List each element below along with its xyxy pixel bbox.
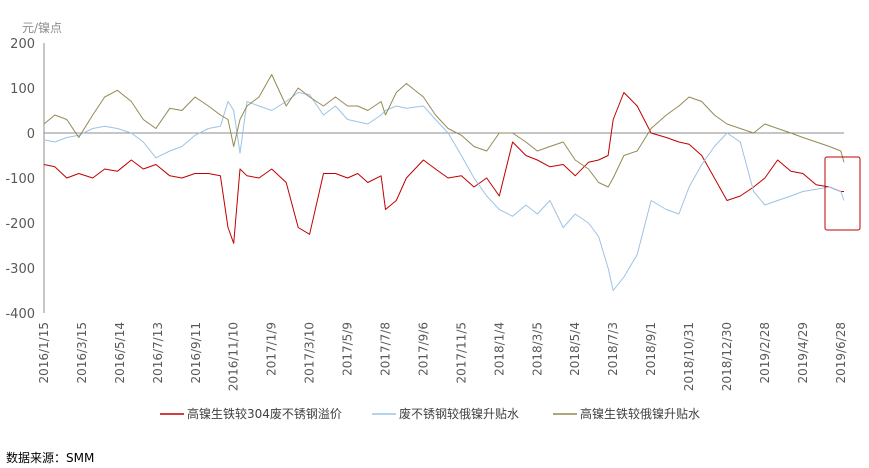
y-tick-label: -200 — [5, 217, 35, 232]
y-tick-label: 200 — [10, 37, 35, 52]
x-tick-label: 2018/1/4 — [492, 322, 506, 376]
y-tick-labels: 200 100 0 -100 -200 -300 -400 — [5, 37, 35, 322]
x-tick-label: 2018/12/30 — [720, 322, 734, 391]
x-tick-label: 2016/1/15 — [37, 322, 51, 384]
x-tick-label: 2017/7/8 — [379, 322, 393, 376]
x-tick-label: 2017/11/5 — [454, 322, 468, 384]
x-tick-label: 2018/9/1 — [644, 322, 658, 376]
y-tick-label: -100 — [5, 172, 35, 187]
series-line-1 — [43, 92, 845, 291]
x-tick-labels: 2016/1/15 2016/3/15 2016/5/14 2016/7/13 2016… — [37, 322, 848, 391]
y-tick-label: 0 — [27, 127, 35, 142]
x-tick-label: 2016/11/10 — [227, 322, 241, 391]
series-lines — [43, 74, 845, 291]
x-tick-label: 2016/9/11 — [189, 322, 203, 384]
y-axis-unit: 元/镍点 — [22, 21, 62, 35]
x-tick-label: 2016/3/15 — [75, 322, 89, 384]
x-tick-label: 2018/7/3 — [606, 322, 620, 376]
x-tick-label: 2016/5/14 — [113, 322, 127, 384]
legend: 高镍生铁较304废不锈钢溢价 废不锈钢较俄镍升贴水 高镍生铁较俄镍升贴水 — [160, 406, 700, 421]
y-tick-label: -400 — [5, 307, 35, 322]
x-tick-label: 2016/7/13 — [151, 322, 165, 384]
x-tick-label: 2019/6/28 — [834, 322, 848, 384]
x-tick-label: 2018/3/5 — [530, 322, 544, 376]
x-tick-label: 2017/9/6 — [416, 322, 430, 376]
x-tick-label: 2018/5/4 — [568, 322, 582, 376]
x-tick-label: 2017/1/9 — [265, 322, 279, 376]
y-tick-label: 100 — [10, 82, 35, 97]
x-tick-label: 2018/10/31 — [682, 322, 696, 391]
x-tick-label: 2019/2/28 — [758, 322, 772, 384]
legend-item: 废不锈钢较俄镍升贴水 — [372, 406, 519, 421]
x-tick-label: 2019/4/29 — [796, 322, 810, 384]
data-source-note: 数据来源：SMM — [6, 451, 95, 465]
legend-item: 高镍生铁较304废不锈钢溢价 — [160, 406, 342, 421]
legend-item: 高镍生铁较俄镍升贴水 — [553, 406, 700, 421]
y-tick-label: -300 — [5, 262, 35, 277]
x-tick-label: 2017/3/10 — [303, 322, 317, 384]
legend-label: 高镍生铁较304废不锈钢溢价 — [187, 406, 342, 421]
x-tick-label: 2017/5/9 — [341, 322, 355, 376]
legend-label: 高镍生铁较俄镍升贴水 — [580, 406, 700, 421]
highlight-box — [824, 156, 861, 231]
series-line-2 — [43, 74, 845, 188]
series-line-0 — [43, 92, 844, 244]
legend-label: 废不锈钢较俄镍升贴水 — [399, 406, 519, 421]
